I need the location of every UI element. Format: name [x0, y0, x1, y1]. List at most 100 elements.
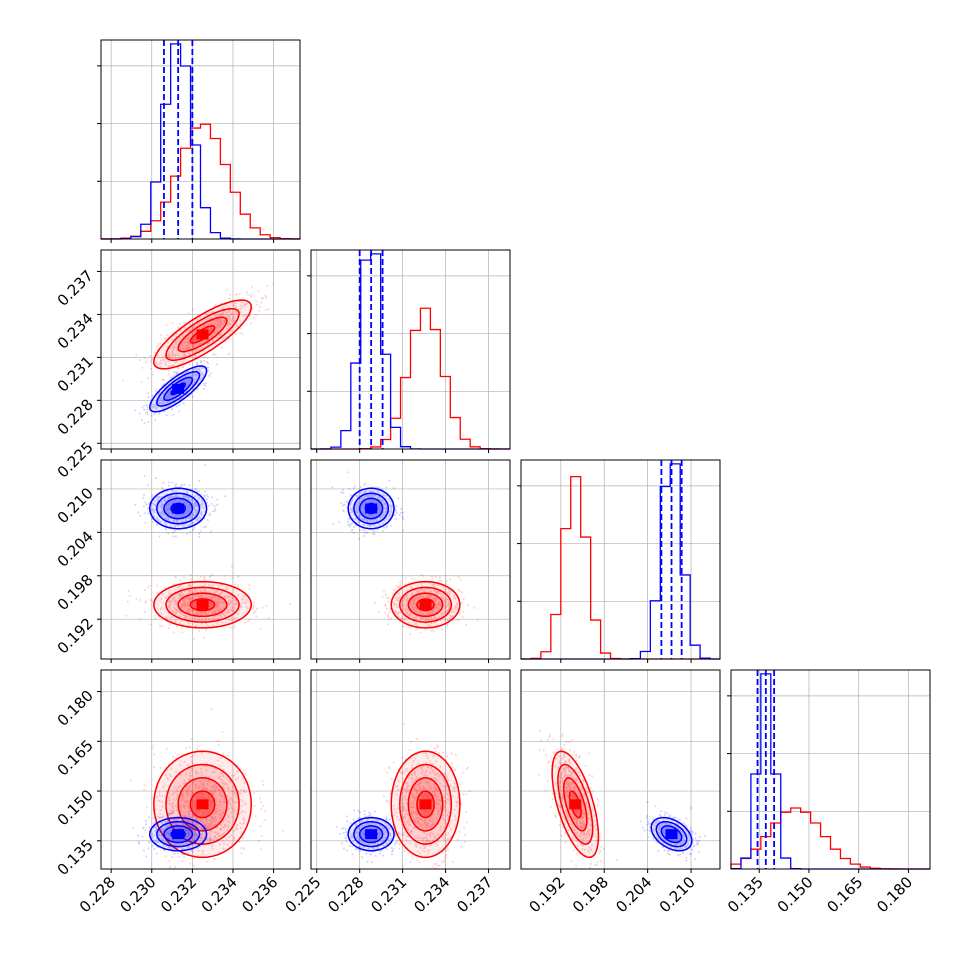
scatter-point — [202, 526, 205, 528]
scatter-point — [180, 627, 183, 629]
scatter-point — [381, 595, 384, 598]
scatter-point — [205, 313, 208, 316]
scatter-point — [238, 308, 241, 311]
scatter-point — [205, 382, 207, 385]
scatter-point — [217, 743, 220, 746]
scatter-point — [196, 748, 199, 751]
scatter-point — [171, 345, 174, 348]
scatter-point — [388, 479, 391, 482]
scatter-point — [397, 497, 400, 500]
scatter-point — [141, 366, 144, 369]
scatter-point — [143, 475, 146, 478]
scatter-point — [224, 320, 227, 323]
scatter-point — [262, 783, 265, 786]
scatter-point — [169, 812, 172, 815]
scatter-point — [195, 325, 198, 328]
scatter-point — [160, 406, 163, 409]
scatter-point — [409, 633, 412, 636]
scatter-point — [208, 318, 211, 320]
scatter-point — [183, 326, 186, 329]
scatter-point — [188, 352, 191, 355]
scatter-point — [190, 328, 193, 331]
scatter-point — [218, 314, 221, 317]
scatter-point — [203, 636, 206, 639]
scatter-point — [233, 304, 236, 307]
scatter-point — [177, 404, 180, 407]
scatter-point — [167, 394, 170, 397]
scatter-point — [168, 356, 171, 359]
scatter-point — [208, 374, 211, 377]
scatter-point — [232, 626, 235, 629]
scatter-point — [154, 351, 156, 354]
scatter-point — [207, 362, 210, 365]
scatter-point — [209, 321, 212, 323]
scatter-point — [205, 629, 208, 632]
scatter-point — [165, 402, 168, 405]
panel-frame — [100, 459, 301, 660]
scatter-point — [228, 315, 231, 317]
scatter-point — [215, 363, 218, 366]
scatter-point — [195, 367, 198, 370]
scatter-point — [395, 511, 398, 514]
scatter-point — [384, 611, 387, 614]
scatter-point — [134, 409, 137, 412]
scatter-point — [183, 348, 186, 351]
scatter-point — [192, 332, 194, 335]
scatter-point — [401, 515, 404, 518]
scatter-point — [164, 855, 167, 858]
scatter-point — [340, 491, 343, 494]
scatter-point — [195, 489, 198, 492]
scatter-point — [213, 507, 216, 510]
scatter-point — [342, 488, 345, 491]
scatter-point — [172, 347, 175, 350]
scatter-point — [190, 375, 193, 378]
scatter-point — [210, 530, 213, 533]
scatter-point — [230, 313, 233, 316]
scatter-point — [172, 755, 175, 758]
scatter-point — [219, 333, 222, 336]
scatter-point — [226, 323, 229, 326]
scatter-point — [171, 322, 174, 325]
scatter-point — [431, 575, 434, 578]
scatter-point — [159, 342, 162, 345]
scatter-point — [201, 850, 204, 852]
scatter-point — [168, 859, 171, 862]
scatter-point — [181, 860, 184, 863]
scatter-point — [228, 317, 231, 320]
scatter-point — [435, 627, 438, 630]
scatter-point — [191, 351, 194, 354]
scatter-point — [210, 311, 213, 314]
scatter-point — [349, 494, 352, 497]
scatter-point — [161, 356, 164, 359]
scatter-point — [146, 586, 149, 589]
scatter-point — [192, 338, 195, 341]
scatter-point — [165, 528, 167, 531]
scatter-point — [207, 369, 210, 372]
scatter-point — [195, 378, 197, 381]
density-peak-blue — [172, 503, 185, 514]
scatter-point — [129, 594, 132, 597]
scatter-point — [171, 353, 174, 356]
scatter-point — [235, 293, 238, 296]
scatter-point — [167, 405, 170, 408]
scatter-point — [162, 481, 165, 484]
scatter-point — [153, 753, 156, 756]
scatter-point — [222, 319, 225, 322]
scatter-point — [347, 471, 350, 474]
scatter-point — [179, 348, 182, 350]
scatter-point — [155, 584, 158, 587]
scatter-point — [342, 509, 345, 512]
scatter-point — [340, 502, 343, 505]
scatter-point — [235, 333, 238, 335]
scatter-point — [183, 353, 186, 356]
scatter-point — [420, 573, 423, 576]
scatter-point — [207, 323, 210, 326]
scatter-point — [181, 335, 184, 338]
scatter-point — [222, 306, 225, 309]
scatter-point — [146, 406, 149, 408]
scatter-point — [204, 464, 207, 467]
scatter-point — [227, 322, 230, 325]
scatter-point — [131, 826, 134, 829]
scatter-point — [175, 625, 178, 628]
density-peak-red — [196, 799, 209, 810]
